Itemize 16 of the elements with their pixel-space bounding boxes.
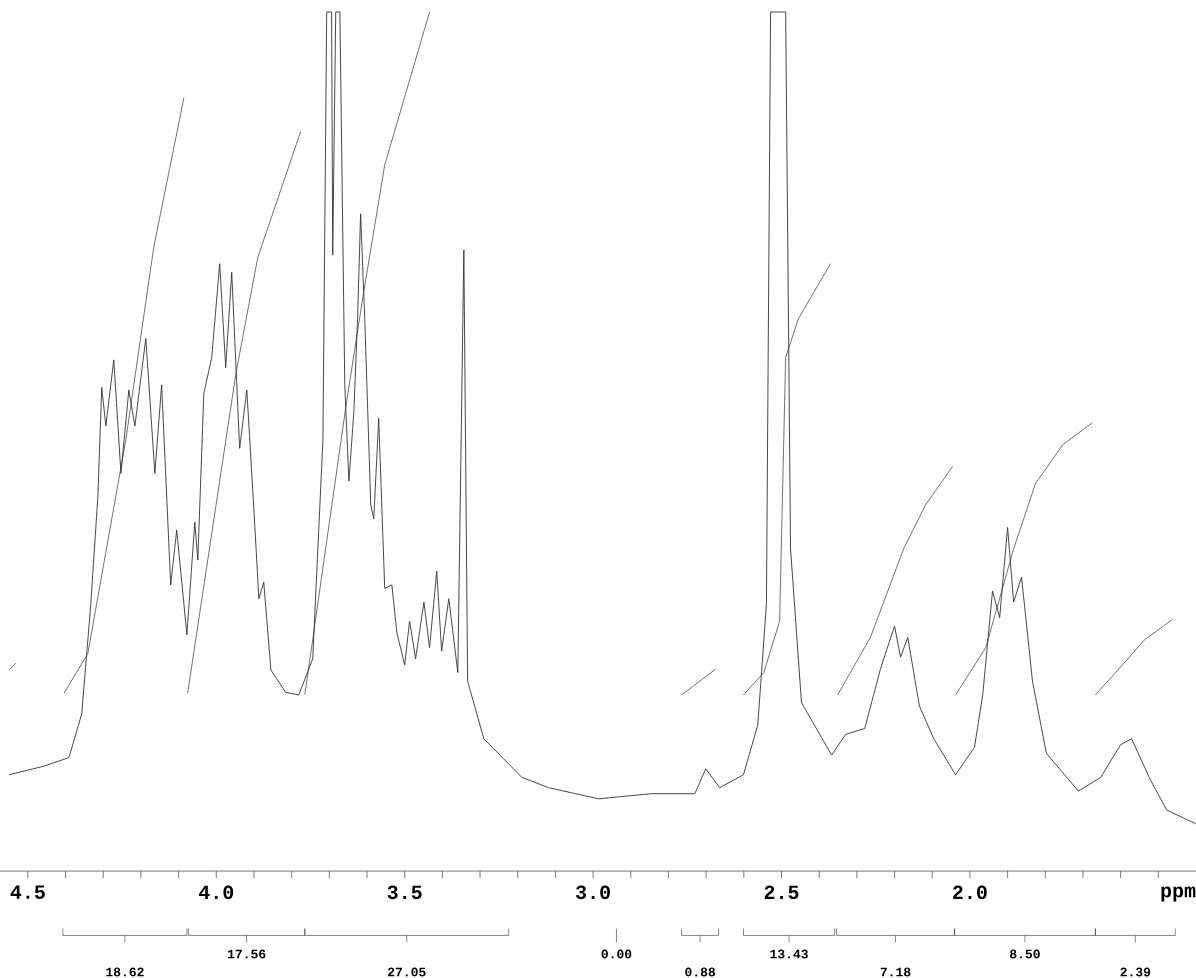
- text: 27.05: [388, 967, 426, 977]
- x-tick-label: 3.0: [576, 885, 610, 900]
- text: 13.43: [770, 949, 808, 959]
- text: 0.88: [685, 967, 716, 977]
- text: 18.62: [106, 967, 144, 977]
- x-tick-label: 4.0: [198, 885, 234, 900]
- x-axis-title: ppm: [1161, 886, 1196, 902]
- text: 7.18: [880, 967, 911, 977]
- x-tick-label: 2.5: [764, 885, 799, 900]
- text: 2.39: [1120, 967, 1151, 977]
- text: 0.00: [601, 949, 632, 959]
- text: 17.56: [227, 949, 266, 959]
- x-tick-label: 2.0: [953, 885, 987, 900]
- x-tick-label: 4.5: [10, 885, 45, 899]
- text: 8.50: [1010, 949, 1040, 959]
- x-tick-label: 3.5: [387, 885, 422, 900]
